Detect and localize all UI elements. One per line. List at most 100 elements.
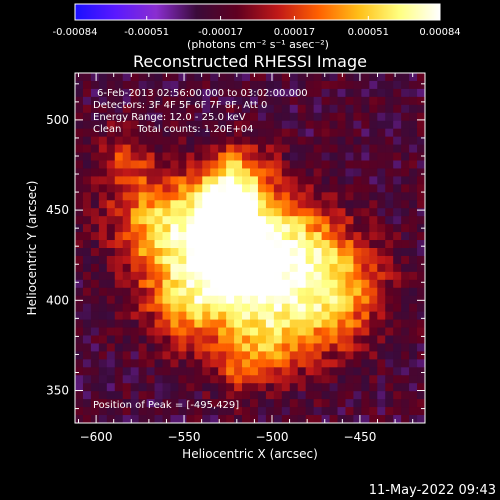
heatmap-cell [329, 216, 339, 225]
heatmap-cell [210, 399, 219, 408]
heatmap-cell [337, 271, 347, 281]
heatmap-cell [218, 120, 227, 130]
heatmap-cell [417, 327, 425, 337]
heatmap-cell [178, 88, 187, 98]
heatmap-cell [305, 271, 315, 281]
heatmap-cell [146, 287, 156, 297]
heatmap-cell [98, 319, 108, 329]
heatmap-cell [377, 160, 386, 170]
heatmap-cell [106, 359, 116, 368]
heatmap-cell [393, 112, 402, 122]
heatmap-cell [321, 104, 331, 114]
heatmap-cell [257, 240, 267, 249]
heatmap-cell [90, 351, 100, 360]
heatmap-cell [234, 295, 243, 305]
heatmap-cell [297, 263, 307, 273]
heatmap-cell [242, 335, 251, 345]
heatmap-cell [154, 136, 164, 146]
heatmap-cell [353, 407, 362, 416]
heatmap-cell [178, 375, 187, 384]
heatmap-cell [257, 255, 267, 265]
heatmap-cell [90, 208, 100, 217]
heatmap-cell [178, 391, 187, 400]
heatmap-cell [369, 168, 378, 178]
heatmap-cell [154, 367, 164, 376]
heatmap-cell [154, 311, 164, 321]
heatmap-cell [401, 136, 410, 146]
heatmap-cell [289, 192, 299, 201]
heatmap-cell [369, 216, 378, 225]
chart-title: Reconstructed RHESSI Image [133, 52, 367, 71]
heatmap-cell [337, 232, 347, 241]
heatmap-cell [210, 144, 219, 154]
heatmap-cell [329, 399, 339, 408]
heatmap-cell [202, 216, 211, 225]
heatmap-cell [313, 255, 323, 265]
heatmap-cell [361, 128, 370, 138]
heatmap-cell [186, 399, 195, 408]
heatmap-cell [242, 224, 251, 233]
heatmap-cell [361, 136, 370, 146]
heatmap-cell [321, 407, 331, 416]
heatmap-cell [273, 136, 283, 146]
heatmap-cell [122, 335, 132, 345]
heatmap-cell [337, 240, 347, 249]
heatmap-cell [162, 73, 172, 82]
heatmap-cell [178, 248, 187, 257]
heatmap-cell [257, 303, 267, 313]
heatmap-cell [385, 407, 394, 416]
heatmap-cell [369, 80, 378, 90]
heatmap-cell [345, 248, 355, 257]
heatmap-cell [146, 415, 156, 423]
heatmap-cell [242, 168, 251, 178]
heatmap-cell [178, 311, 187, 321]
heatmap-cell [122, 240, 132, 249]
heatmap-cell [385, 335, 394, 345]
heatmap-cell [162, 192, 172, 201]
heatmap-cell [337, 224, 347, 233]
heatmap-cell [202, 192, 211, 201]
heatmap-cell [401, 248, 410, 257]
heatmap-cell [361, 303, 370, 313]
heatmap-cell [305, 184, 315, 193]
heatmap-cell [289, 335, 299, 345]
heatmap-cell [250, 192, 259, 201]
heatmap-cell [146, 192, 156, 201]
heatmap-cell [154, 160, 164, 170]
heatmap-cell [234, 200, 243, 209]
heatmap-cell [297, 96, 307, 106]
heatmap-cell [337, 160, 347, 170]
heatmap-cell [377, 287, 386, 297]
heatmap-cell [194, 184, 203, 193]
heatmap-cell [281, 192, 291, 201]
heatmap-cell [377, 240, 386, 249]
heatmap-cell [130, 399, 140, 408]
heatmap-cell [202, 128, 211, 138]
heatmap-cell [186, 80, 195, 90]
heatmap-cell [257, 263, 267, 273]
heatmap-cell [154, 375, 164, 384]
heatmap-cell [297, 160, 307, 170]
heatmap-cell [321, 224, 331, 233]
heatmap-cell [417, 248, 425, 257]
heatmap-cell [297, 240, 307, 249]
heatmap-cell [313, 287, 323, 297]
heatmap-cell [281, 96, 291, 106]
heatmap-cell [321, 319, 331, 329]
heatmap-cell [130, 335, 140, 345]
heatmap-cell [114, 128, 124, 138]
heatmap-cell [194, 319, 203, 329]
heatmap-cell [170, 73, 180, 82]
heatmap-cell [242, 415, 251, 423]
heatmap-cell [297, 73, 307, 82]
colorbar-tick-label: -0.00017 [198, 27, 243, 38]
heatmap-cell [98, 136, 108, 146]
heatmap-cell [313, 407, 323, 416]
heatmap-cell [409, 168, 418, 178]
heatmap-cell [377, 152, 386, 162]
heatmap-cell [337, 96, 347, 106]
heatmap-cell [154, 415, 164, 423]
heatmap-cell [82, 391, 92, 400]
heatmap-cell [417, 216, 425, 225]
heatmap-cell [114, 192, 124, 201]
